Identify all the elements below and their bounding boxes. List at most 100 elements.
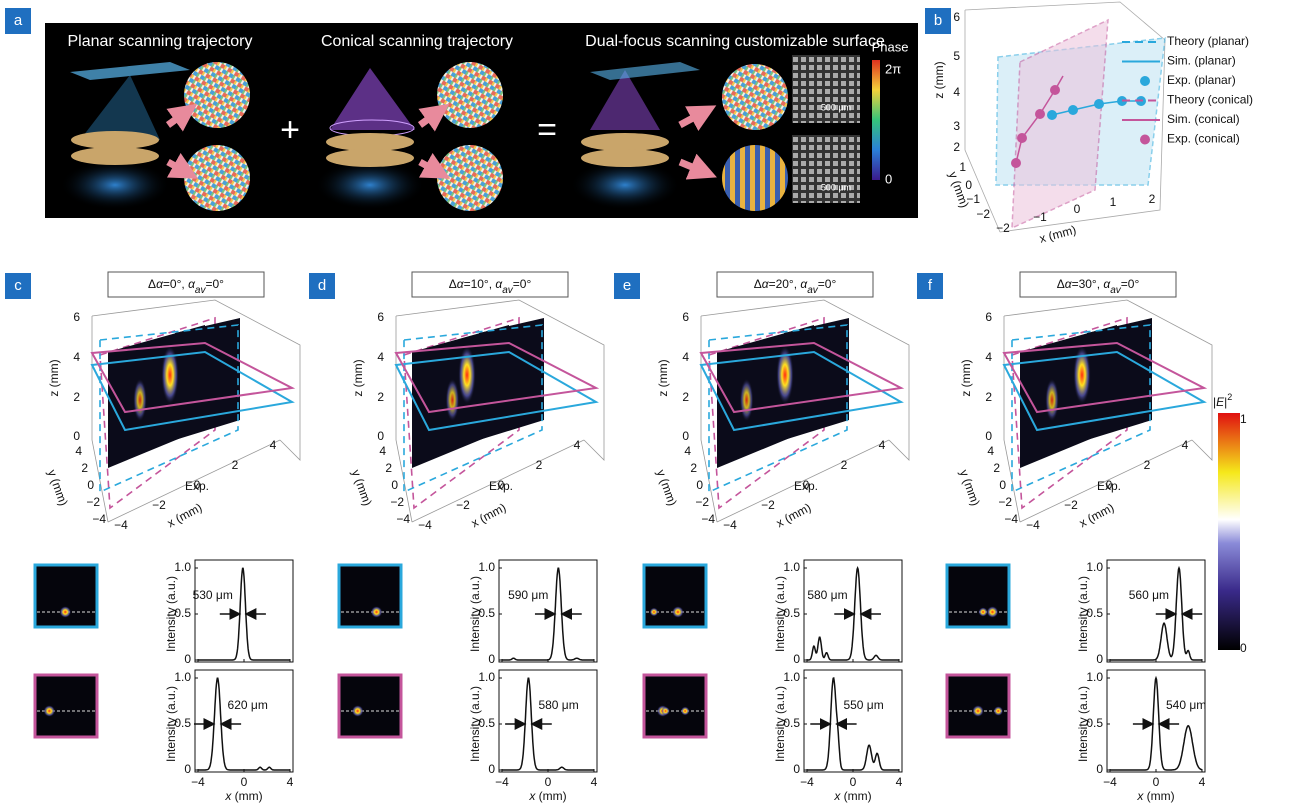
y-tick-label: −2 (998, 495, 1012, 509)
field-spot (43, 705, 55, 717)
z-tick-label: 6 (73, 310, 80, 324)
z-tick-label: 6 (377, 310, 384, 324)
z-axis-label: z (mm) (932, 61, 946, 98)
x-axis-label: x (mm) (165, 500, 205, 530)
fwhm-label: 540 μm (1166, 698, 1206, 712)
x-tick-label: −1 (1033, 210, 1047, 224)
x-tick-label: 0 (1153, 775, 1160, 789)
panel-label: e (623, 277, 631, 294)
equals-sign: = (537, 111, 557, 149)
x-tick-label: −4 (1026, 518, 1040, 532)
y-tick-label: 4 (987, 444, 994, 458)
y-tick-label: 0 (488, 652, 495, 666)
panel-title-part: =0°, (163, 277, 188, 291)
legend-marker (1140, 76, 1150, 86)
fwhm-label: 550 μm (843, 698, 883, 712)
panel-title-part: Δ (1057, 277, 1065, 291)
field-spot (972, 705, 984, 717)
panel-title-part: =0° (818, 277, 837, 291)
y-tick-label: 4 (684, 444, 691, 458)
y-axis-label: Intensity (a.u.) (773, 686, 787, 762)
field-spot (371, 606, 383, 618)
y-axis-label: Intensity (a.u.) (468, 576, 482, 652)
y-tick-label: 2 (81, 461, 88, 475)
intensity-colorbar-title-part: 2 (1227, 392, 1232, 402)
field-spot (661, 707, 670, 716)
panel-label: c (14, 277, 22, 294)
x-tick-label: 4 (1182, 438, 1189, 452)
z-tick-label: 2 (377, 390, 384, 404)
x-tick-label: 2 (1144, 458, 1151, 472)
y-axis-label: Intensity (a.u.) (1076, 686, 1090, 762)
panel-title-part: =0° (513, 277, 532, 291)
y-tick-label: 1.0 (174, 670, 191, 684)
y-tick-label: 0 (488, 762, 495, 776)
field-spot (987, 606, 999, 618)
field-spot (993, 706, 1003, 716)
y-tick-label: 1.0 (478, 670, 495, 684)
plot-frame (1107, 560, 1205, 662)
y-tick-label: −2 (976, 207, 990, 221)
y-axis-label: y (mm) (45, 468, 71, 508)
legend-label: Exp. (conical) (1167, 132, 1240, 146)
z-tick-label: 0 (682, 429, 689, 443)
x-tick-label: −4 (800, 775, 814, 789)
legend-marker (1140, 135, 1150, 145)
intensity-colorbar (1218, 413, 1240, 650)
phase-colorbar-title: Phase (872, 39, 909, 54)
panel-a-title: Conical scanning trajectory (321, 33, 513, 50)
intensity-profile (1110, 678, 1202, 770)
fwhm-label: 530 μm (193, 588, 233, 602)
panel-title-part: =0° (205, 277, 224, 291)
field-spot (59, 606, 71, 618)
panel-b-plot (965, 2, 1165, 232)
y-tick-label: 0 (696, 478, 703, 492)
exp-label: Exp. (185, 479, 209, 493)
x-tick-label: −4 (495, 775, 509, 789)
z-tick-label: 4 (73, 350, 80, 364)
x-tick-label: 4 (574, 438, 581, 452)
exp-label: Exp. (794, 479, 818, 493)
y-axis-label: Intensity (a.u.) (773, 576, 787, 652)
x-tick-label: 2 (232, 458, 239, 472)
field-image (339, 675, 401, 737)
x-tick-label: −2 (152, 498, 166, 512)
x-tick-label: −4 (723, 518, 737, 532)
y-tick-label: 0 (1096, 762, 1103, 776)
field-image (339, 565, 401, 627)
plot-frame (804, 670, 902, 772)
legend-label: Theory (conical) (1167, 93, 1253, 107)
x-tick-label: 2 (841, 458, 848, 472)
x-tick-label: −2 (996, 221, 1010, 235)
x-tick-label: 0 (850, 775, 857, 789)
plot-frame (499, 560, 597, 662)
y-axis-label: y (mm) (349, 468, 375, 508)
y-axis-label: Intensity (a.u.) (164, 686, 178, 762)
z-axis-label: z (mm) (351, 359, 365, 396)
z-tick-label: 3 (953, 119, 960, 133)
y-tick-label: −2 (86, 495, 100, 509)
z-tick-label: 0 (377, 429, 384, 443)
x-tick-label: −4 (191, 775, 205, 789)
x-tick-label: −2 (761, 498, 775, 512)
x-tick-label: 4 (270, 438, 277, 452)
x-axis-label-part: (mm) (1143, 789, 1174, 803)
plus-sign: + (280, 111, 300, 149)
field-image (35, 675, 97, 737)
y-tick-label: −2 (695, 495, 709, 509)
y-tick-label: 0 (793, 652, 800, 666)
x-axis-label: x (mm) (774, 500, 814, 530)
z-tick-label: 2 (953, 140, 960, 154)
y-axis-label: Intensity (a.u.) (164, 576, 178, 652)
z-tick-label: 6 (985, 310, 992, 324)
z-tick-label: 2 (985, 390, 992, 404)
scale-bar-label: 500 μm (821, 102, 851, 112)
legend-label: Exp. (planar) (1167, 73, 1236, 87)
x-axis-label: x (mm) (469, 500, 509, 530)
panel-title-part: =20°, (769, 277, 801, 291)
plot-frame (499, 670, 597, 772)
x-tick-label: 4 (287, 775, 294, 789)
slice-hotspot (1045, 378, 1059, 422)
panel-label: b (934, 12, 942, 29)
field-spot (978, 607, 988, 617)
